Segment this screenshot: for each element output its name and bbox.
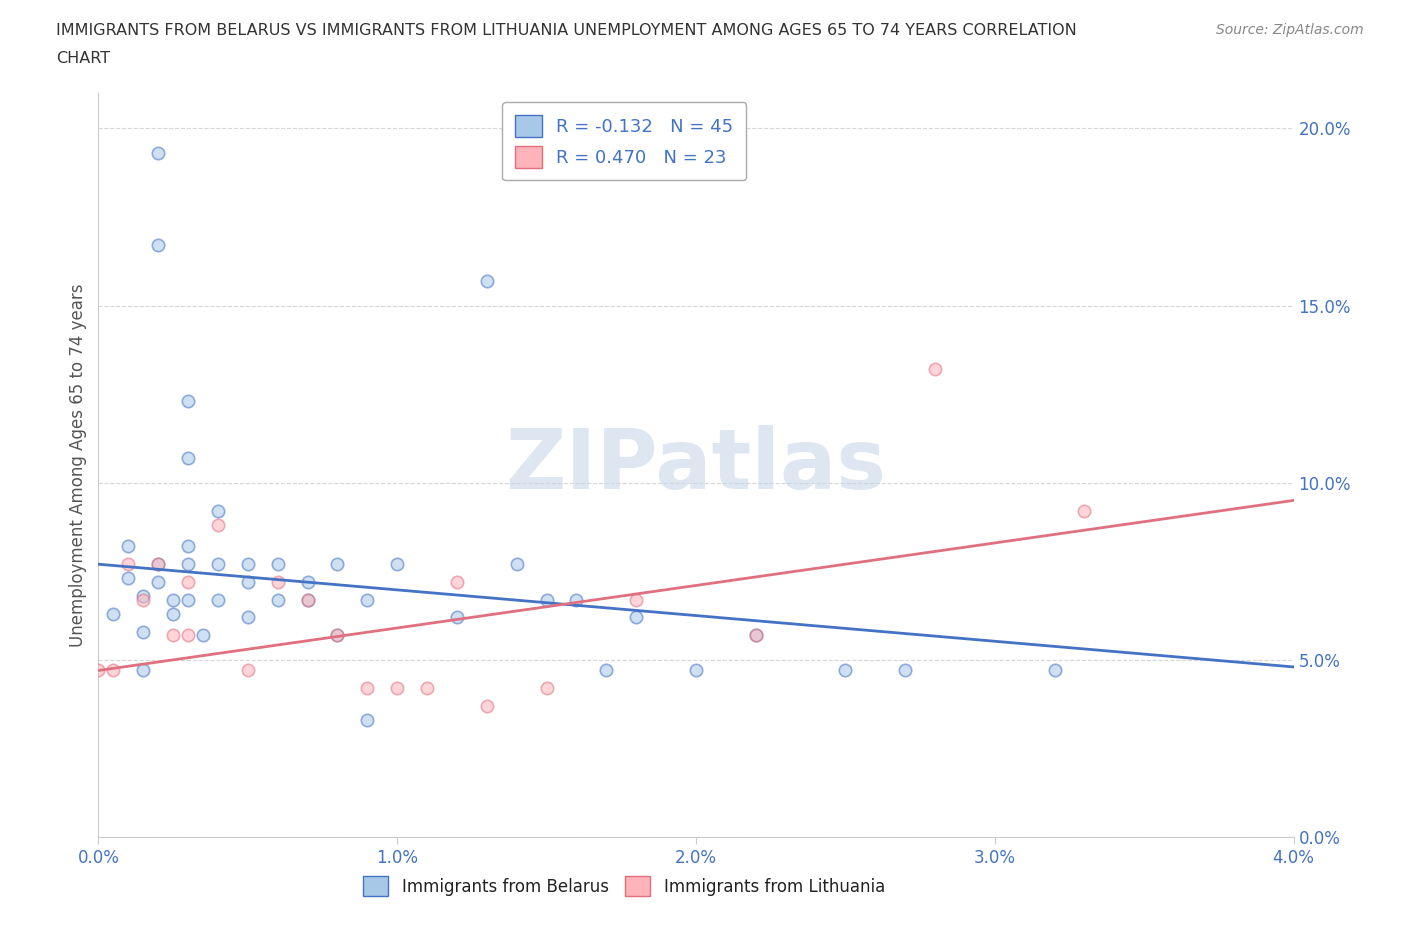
Point	[356, 712, 378, 727]
Point	[148, 557, 170, 572]
Point	[117, 571, 139, 586]
Point	[177, 592, 200, 607]
Point	[132, 663, 155, 678]
Point	[162, 628, 184, 643]
Point	[446, 610, 468, 625]
Point	[191, 628, 214, 643]
Point	[1073, 504, 1095, 519]
Point	[624, 592, 647, 607]
Point	[207, 518, 229, 533]
Point	[87, 663, 110, 678]
Point	[236, 610, 259, 625]
Point	[236, 575, 259, 590]
Point	[297, 592, 319, 607]
Point	[207, 504, 229, 519]
Point	[446, 575, 468, 590]
Text: CHART: CHART	[56, 51, 110, 66]
Point	[326, 557, 349, 572]
Point	[132, 592, 155, 607]
Point	[1043, 663, 1066, 678]
Point	[385, 681, 409, 696]
Point	[236, 557, 259, 572]
Point	[745, 628, 768, 643]
Point	[162, 592, 184, 607]
Point	[132, 624, 155, 639]
Point	[177, 628, 200, 643]
Point	[267, 592, 290, 607]
Point	[148, 557, 170, 572]
Text: IMMIGRANTS FROM BELARUS VS IMMIGRANTS FROM LITHUANIA UNEMPLOYMENT AMONG AGES 65 : IMMIGRANTS FROM BELARUS VS IMMIGRANTS FR…	[56, 23, 1077, 38]
Point	[297, 592, 319, 607]
Point	[177, 539, 200, 554]
Text: Source: ZipAtlas.com: Source: ZipAtlas.com	[1216, 23, 1364, 37]
Point	[177, 450, 200, 465]
Point	[177, 557, 200, 572]
Point	[148, 238, 170, 253]
Point	[475, 698, 498, 713]
Point	[148, 575, 170, 590]
Point	[148, 146, 170, 161]
Y-axis label: Unemployment Among Ages 65 to 74 years: Unemployment Among Ages 65 to 74 years	[69, 284, 87, 646]
Point	[177, 393, 200, 408]
Point	[356, 592, 378, 607]
Point	[834, 663, 856, 678]
Point	[267, 575, 290, 590]
Point	[595, 663, 617, 678]
Point	[236, 663, 259, 678]
Point	[385, 557, 409, 572]
Point	[506, 557, 529, 572]
Point	[326, 628, 349, 643]
Point	[103, 663, 125, 678]
Point	[267, 557, 290, 572]
Point	[326, 628, 349, 643]
Point	[685, 663, 707, 678]
Point	[356, 681, 378, 696]
Legend: Immigrants from Belarus, Immigrants from Lithuania: Immigrants from Belarus, Immigrants from…	[357, 870, 891, 903]
Point	[894, 663, 917, 678]
Point	[475, 273, 498, 288]
Point	[536, 592, 558, 607]
Point	[565, 592, 588, 607]
Point	[207, 592, 229, 607]
Point	[207, 557, 229, 572]
Point	[177, 575, 200, 590]
Text: ZIPatlas: ZIPatlas	[506, 424, 886, 506]
Point	[132, 589, 155, 604]
Point	[162, 606, 184, 621]
Point	[103, 606, 125, 621]
Point	[624, 610, 647, 625]
Point	[924, 362, 946, 377]
Point	[117, 557, 139, 572]
Point	[536, 681, 558, 696]
Point	[117, 539, 139, 554]
Point	[416, 681, 439, 696]
Point	[297, 575, 319, 590]
Point	[745, 628, 768, 643]
